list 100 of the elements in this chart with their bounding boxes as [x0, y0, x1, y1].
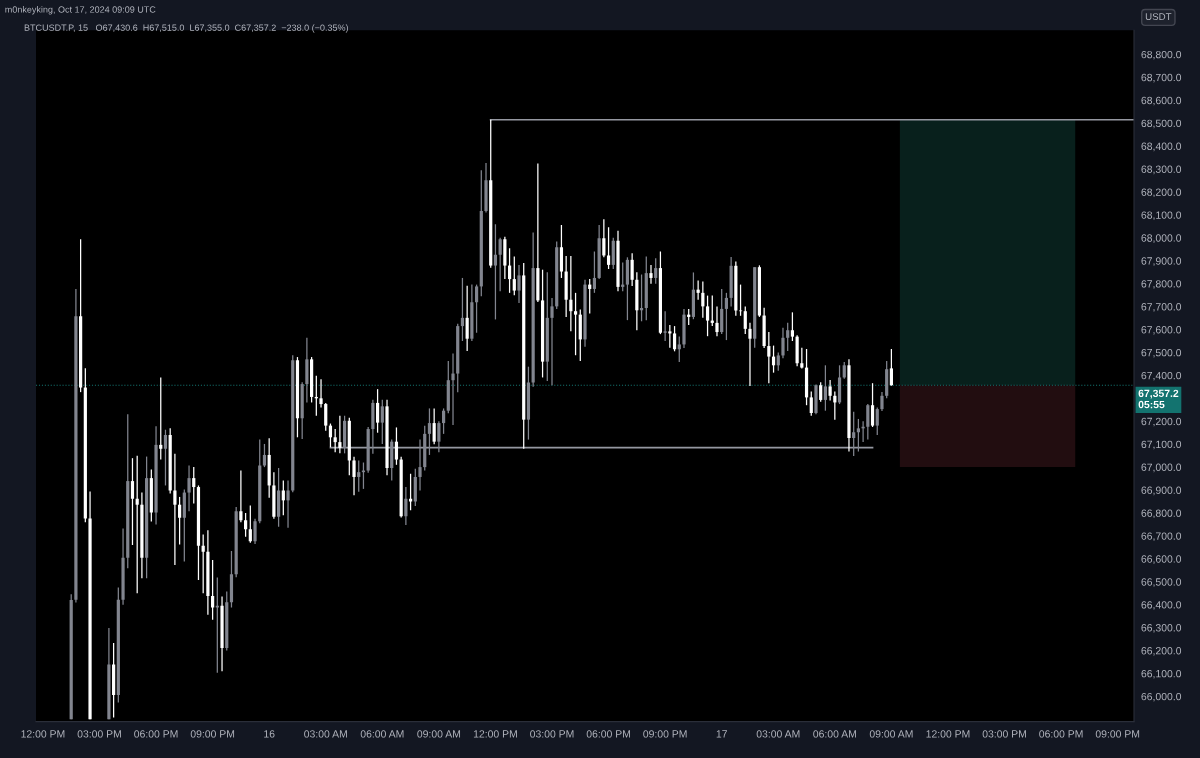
x-tick-label: 03:00 AM	[304, 730, 347, 738]
candlestick	[498, 237, 502, 292]
candlestick	[404, 486, 408, 526]
candlestick	[828, 379, 832, 402]
candlestick	[333, 428, 337, 453]
candlestick	[460, 277, 465, 342]
candlestick	[663, 310, 667, 342]
candlestick	[394, 426, 399, 466]
y-tick-label: 68,100.0	[1141, 211, 1182, 220]
x-tick-label: 06:00 AM	[360, 730, 404, 738]
x-tick-label: 03:00 PM	[982, 730, 1026, 738]
candlestick	[866, 403, 870, 441]
chart-title: m0nkeyking, Oct 17, 2024 09:09 UTC	[5, 6, 156, 15]
candlestick	[875, 406, 879, 436]
candlestick	[672, 325, 677, 352]
candlestick	[201, 533, 205, 594]
x-tick-label: 12:00 PM	[21, 730, 65, 738]
y-tick-label: 68,700.0	[1141, 73, 1182, 83]
x-tick-label: 12:00 PM	[473, 730, 517, 738]
candlestick	[889, 348, 893, 387]
y-tick-label: 68,800.0	[1141, 50, 1182, 60]
y-tick-label: 67,100.0	[1141, 440, 1182, 450]
candlestick	[767, 331, 771, 384]
candlestick	[375, 388, 380, 434]
candlestick	[465, 285, 469, 352]
candlestick	[790, 311, 795, 342]
candlestick	[248, 504, 252, 544]
y-tick-label: 67,800.0	[1141, 280, 1182, 289]
candlestick	[677, 335, 681, 363]
candlestick	[427, 407, 432, 456]
candlestick	[352, 456, 356, 496]
candlestick	[286, 479, 290, 529]
candlestick	[135, 455, 139, 594]
candlestick	[281, 479, 285, 516]
candlestick	[408, 473, 413, 511]
ref-line-label: 67,357.2 05:55	[1138, 389, 1179, 409]
y-tick-label: 66,000.0	[1141, 692, 1182, 702]
y-tick-label: 67,000.0	[1141, 463, 1182, 473]
x-tick-label: 09:00 PM	[190, 730, 235, 738]
x-tick-label: 09:00 PM	[643, 730, 687, 738]
candlestick	[159, 376, 163, 461]
candlestick	[880, 391, 884, 412]
x-tick-label: 09:00 PM	[1095, 730, 1140, 738]
candlestick	[776, 351, 780, 372]
y-tick-label: 68,600.0	[1141, 96, 1182, 106]
candlestick	[187, 464, 191, 512]
candlestick	[819, 381, 823, 403]
candlestick	[786, 322, 790, 352]
y-tick-label: 68,300.0	[1141, 165, 1182, 175]
candlestick	[380, 399, 384, 445]
candlestick	[474, 283, 479, 334]
candlestick	[649, 264, 653, 285]
candlestick	[573, 292, 578, 356]
x-tick-label: 06:00 PM	[1039, 730, 1083, 738]
candlestick	[592, 250, 597, 294]
candlestick	[319, 378, 323, 409]
candlestick	[130, 457, 135, 546]
candlestick	[696, 279, 700, 301]
y-tick-label: 67,500.0	[1141, 348, 1182, 358]
y-tick-label: 68,000.0	[1141, 234, 1182, 243]
chart-subtitle: BTCUSDT.P, 15 O67,430.6 H67,515.0 L67,355.0 C67,357.2 −238.0 (−0.35%)	[24, 24, 348, 33]
y-tick-label: 67,600.0	[1141, 326, 1182, 335]
candlestick	[856, 418, 860, 453]
x-tick-label: 03:00 AM	[756, 730, 800, 738]
candlestick	[606, 226, 611, 270]
candlestick	[244, 512, 248, 538]
candlestick	[512, 255, 516, 296]
x-tick-label: 09:00 AM	[869, 730, 913, 738]
candlestick	[493, 223, 498, 321]
y-tick-label: 68,400.0	[1141, 142, 1182, 152]
candlestick	[178, 496, 182, 546]
y-tick-label: 66,400.0	[1141, 601, 1182, 610]
x-tick-label: 06:00 PM	[586, 730, 631, 738]
candlestick	[432, 407, 436, 445]
candlestick	[173, 453, 177, 566]
x-tick-label: 03:00 PM	[77, 730, 121, 738]
x-tick-label: 16	[264, 730, 275, 738]
candlestick	[239, 469, 243, 523]
candlestick	[602, 218, 606, 258]
candlestick	[781, 327, 785, 359]
candlestick	[338, 415, 342, 454]
candlestick	[743, 305, 747, 335]
y-tick-label: 66,800.0	[1141, 509, 1182, 519]
candlestick	[852, 411, 856, 457]
candlestick	[748, 322, 752, 387]
y-axis-title: USDT	[1145, 13, 1172, 21]
y-tick-label: 67,700.0	[1141, 303, 1182, 312]
candlestick	[451, 352, 455, 426]
y-tick-label: 67,400.0	[1141, 371, 1182, 381]
y-tick-label: 66,700.0	[1141, 532, 1182, 541]
candlestick	[724, 292, 729, 341]
candlestick	[701, 280, 705, 319]
x-tick-label: 12:00 PM	[926, 730, 970, 738]
y-tick-label: 68,500.0	[1141, 119, 1182, 129]
candlestick	[550, 297, 554, 386]
y-tick-label: 66,600.0	[1141, 555, 1182, 564]
candlestick	[809, 390, 813, 417]
y-tick-label: 66,900.0	[1141, 486, 1182, 496]
candlestick	[324, 402, 328, 432]
candlestick	[870, 382, 875, 428]
